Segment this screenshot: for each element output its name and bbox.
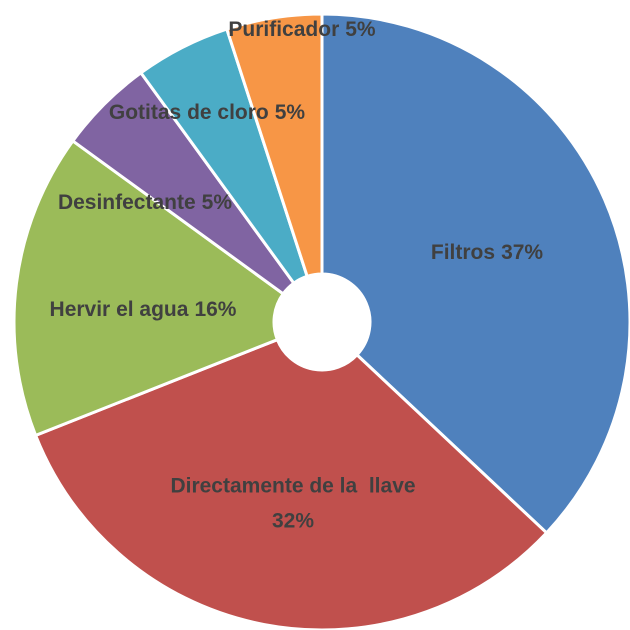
slice-label: Gotitas de cloro <box>109 101 269 124</box>
value-label: 32% <box>272 510 314 533</box>
slice-label: Hervir el agua <box>50 298 189 321</box>
value-label: 5% <box>202 191 233 214</box>
slice-label: Purificador <box>228 18 339 41</box>
slice-label-group: Desinfectante 5% <box>58 191 232 214</box>
value-label: 16% <box>194 298 236 321</box>
slice <box>12 138 286 438</box>
slice-label: Filtros <box>431 241 495 264</box>
slice-label-group: Filtros 37% <box>431 241 544 264</box>
slice-label-group: Gotitas de cloro 5% <box>109 101 306 124</box>
slice-label: Directamente de la llave <box>170 475 415 498</box>
value-label: 37% <box>501 241 543 264</box>
slice <box>320 12 630 535</box>
slice-label: Desinfectante <box>58 191 196 214</box>
slice <box>33 337 549 630</box>
value-label: 5% <box>345 18 376 41</box>
slice-label-group: Purificador 5% <box>228 18 376 41</box>
value-label: 5% <box>275 101 306 124</box>
slice <box>224 12 324 279</box>
slice-label-group: Hervir el agua 16% <box>50 298 237 321</box>
